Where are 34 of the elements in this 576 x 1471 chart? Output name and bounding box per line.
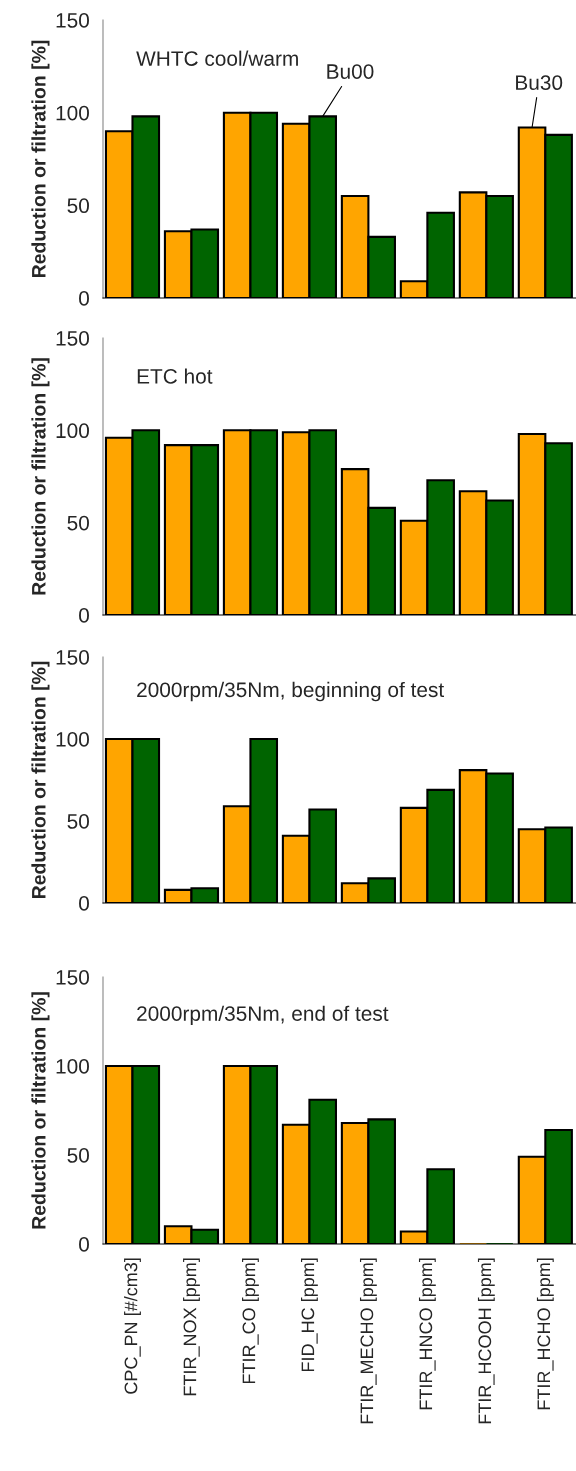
x-tick-label: FTIR_MECHO [ppm]: [359, 1258, 377, 1424]
y-axis-title: Reduction or filtration [%]: [31, 661, 50, 899]
text: 2000rpm/35Nm, end of test: [137, 1005, 389, 1026]
x-tick-label: FID_HC [ppm]: [301, 1258, 318, 1372]
x-tick-label: FTIR_CO [ppm]: [242, 1258, 259, 1384]
y-tick-label: 150: [56, 13, 89, 28]
y-tick-label: 100: [56, 732, 89, 747]
y-tick-label: 100: [56, 105, 89, 121]
y-tick-label: 150: [56, 650, 89, 665]
y-tick-label: 50: [67, 814, 89, 829]
y-tick-label: 100: [56, 1059, 89, 1074]
annotation: Bu30: [516, 75, 563, 91]
x-tick-label: FTIR_NOX [ppm]: [183, 1258, 200, 1396]
x-tick-label: FTIR_HCOOH [ppm]: [477, 1258, 495, 1424]
y-axis-title: Reduction or filtration [%]: [31, 358, 50, 595]
y-tick-label: 0: [79, 291, 89, 306]
y-tick-label: 50: [67, 1148, 89, 1163]
x-tick-label: FTIR_HNCO [ppm]: [418, 1258, 436, 1410]
y-tick-label: 150: [56, 970, 89, 985]
y-axis-title: Reduction or filtration [%]: [31, 40, 50, 278]
x-tick-label: FTIR_HCHO [ppm]: [536, 1258, 554, 1410]
annotation: Bu00: [327, 64, 374, 79]
text: WHTC cool/warm: [136, 50, 298, 66]
y-tick-label: 0: [79, 896, 89, 911]
y-tick-label: 100: [56, 423, 89, 439]
y-tick-label: 0: [79, 608, 89, 623]
y-tick-label: 50: [67, 198, 89, 214]
y-tick-label: 0: [79, 1237, 89, 1252]
y-tick-label: 50: [67, 515, 89, 531]
y-axis-title: Reduction or filtration [%]: [31, 992, 50, 1229]
text: 2000rpm/35Nm, beginning of test: [137, 681, 445, 702]
text: ETC hot: [137, 368, 213, 384]
x-tick-label: CPC_PN [#/cm3]: [124, 1258, 141, 1394]
y-tick-label: 150: [56, 331, 89, 346]
